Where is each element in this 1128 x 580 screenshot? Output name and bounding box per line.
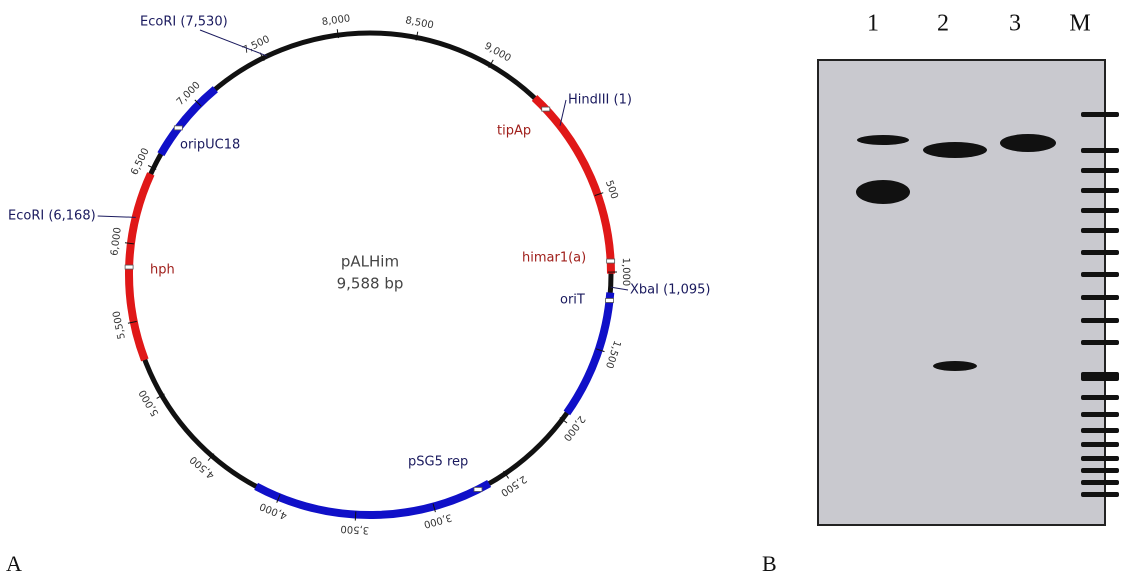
site-label: HindIII (1) [568,93,632,108]
feature-arc [567,293,610,413]
scale-label: 5,500 [111,310,127,340]
ladder-band [1081,168,1119,173]
site-leader [611,287,628,290]
scale-label: 8,500 [404,15,434,31]
feature-arc [535,98,611,274]
site-label: EcoRI (7,530) [140,15,228,30]
feature-label: oriT [560,293,585,308]
lane-label: 2 [937,11,949,37]
scale-label: 1,500 [603,339,622,370]
feature-label: tipAp [497,124,531,139]
feature-label: himar1(a) [522,251,586,266]
ladder-band [1081,250,1119,255]
scale-label: 3,000 [422,511,453,529]
ladder-band [1081,412,1119,417]
feature-label: pSG5 rep [408,455,468,470]
scale-label: 6,000 [109,227,124,257]
feature-label: hph [150,263,175,278]
site-leader [560,100,566,126]
ladder-band [1081,112,1119,117]
site-label: EcoRI (6,168) [8,209,96,224]
lane-label: M [1069,11,1090,37]
ladder-band [1081,395,1119,400]
ladder-band [1081,492,1119,497]
lane-label: 1 [867,11,879,37]
figure: A B pALHim 9,588 bp 5001,0001,5002,0002,… [0,0,1128,580]
ladder-band [1081,148,1119,153]
feature-marker [607,259,615,263]
ladder-band [1081,468,1119,473]
band [1000,134,1056,152]
feature-arc [256,483,489,515]
feature-marker [542,107,550,111]
gel [818,60,1119,525]
scale-label: 3,500 [340,523,369,536]
scale-tick [355,512,356,521]
feature-marker [474,487,482,491]
ladder-band [1081,340,1119,345]
ladder-band [1081,228,1119,233]
band [923,142,987,158]
scale-label: 7,500 [241,34,272,57]
scale-label: 6,500 [129,146,151,177]
plasmid-name: pALHim [341,253,399,271]
ladder-band [1081,208,1119,213]
scale-label: 8,000 [321,13,351,28]
ladder-band [1081,295,1119,300]
lane-label: 3 [1009,11,1021,37]
ladder-band [1081,188,1119,193]
ladder-band [1081,372,1119,381]
gel-background [818,60,1105,525]
feature-marker [606,298,614,302]
ladder-band [1081,456,1119,461]
site-label: XbaI (1,095) [630,283,710,298]
ladder-band [1081,428,1119,433]
ladder-band [1081,442,1119,447]
panel-label: A [6,551,22,576]
band [856,180,910,204]
ladder-band [1081,318,1119,323]
band [933,361,977,371]
ladder-band [1081,480,1119,485]
ladder-band [1081,272,1119,277]
band [857,135,909,145]
site-leader [98,216,136,217]
feature-label: oripUC18 [180,138,240,153]
feature-marker [125,265,133,269]
feature-marker [174,126,182,130]
panel-label: B [762,551,777,576]
scale-label: 500 [603,179,620,201]
plasmid-size: 9,588 bp [337,275,404,293]
